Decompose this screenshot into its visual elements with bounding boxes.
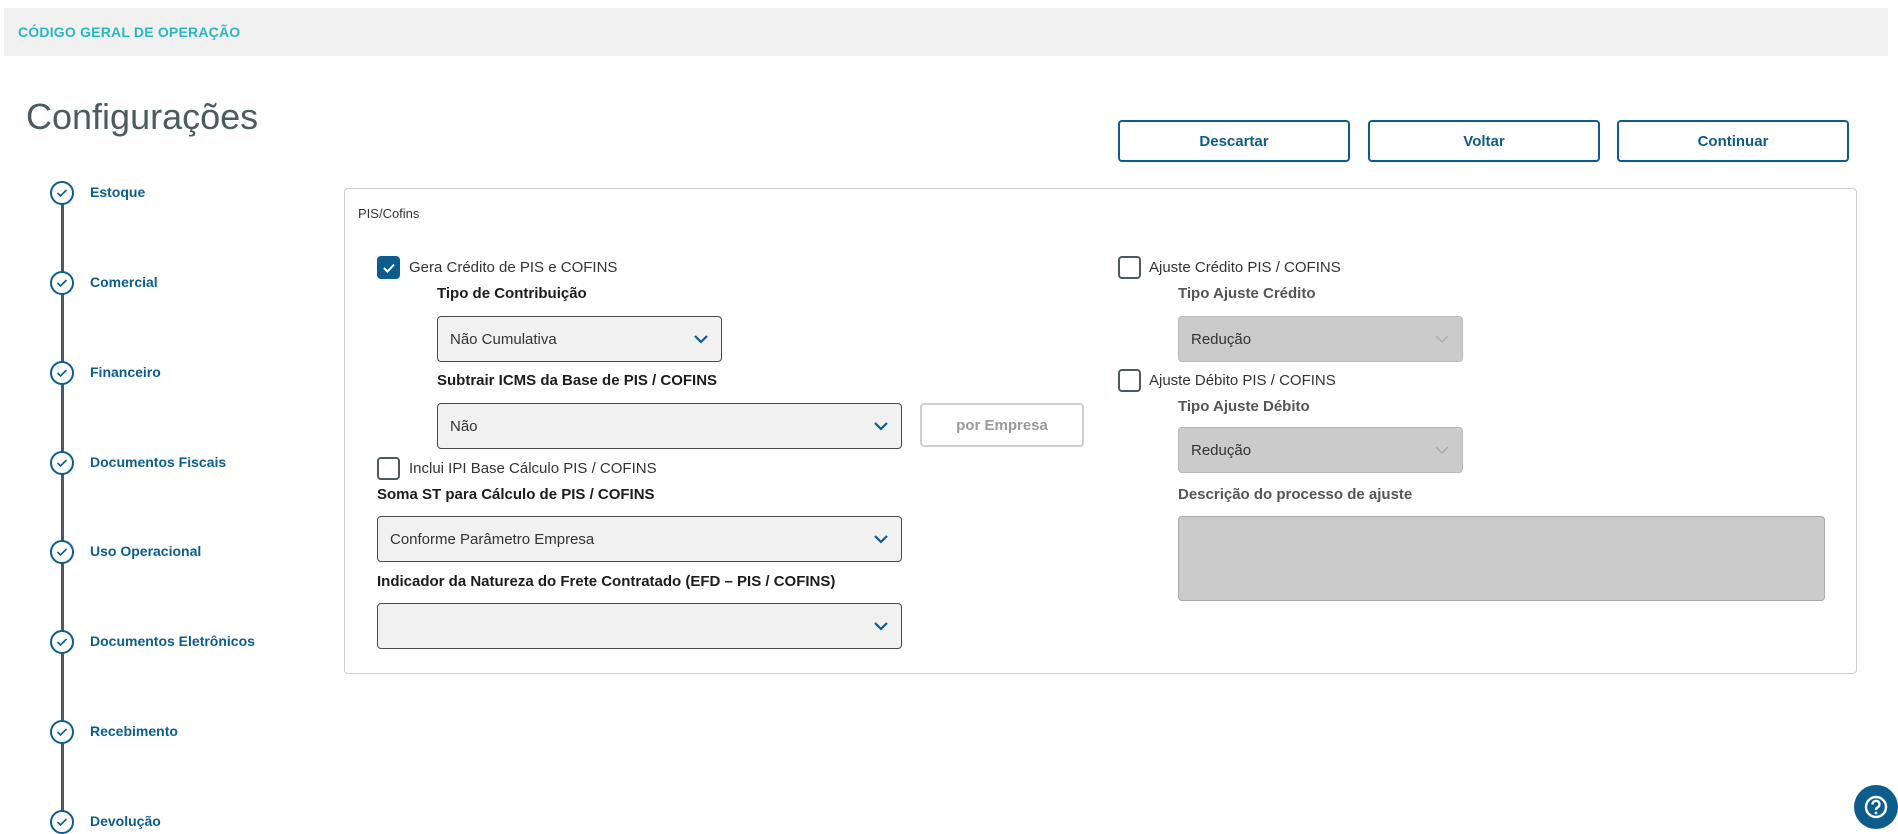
stepper-line: [61, 193, 64, 833]
gera-credito-label: Gera Crédito de PIS e COFINS: [409, 259, 618, 276]
tipo-contribuicao-select[interactable]: Não Cumulativa: [437, 316, 722, 362]
panel-title: PIS/Cofins: [358, 206, 420, 221]
tipo-ajuste-debito-label: Tipo Ajuste Débito: [1178, 398, 1310, 415]
soma-st-select[interactable]: Conforme Parâmetro Empresa: [377, 516, 902, 562]
ajuste-credito-checkbox[interactable]: [1118, 256, 1141, 279]
tipo-contribuicao-value: Não Cumulativa: [450, 330, 557, 348]
question-icon: [1864, 795, 1888, 819]
header-title: CÓDIGO GERAL DE OPERAÇÃO: [18, 24, 241, 40]
check-icon: [382, 263, 395, 273]
top-header: CÓDIGO GERAL DE OPERAÇÃO: [4, 8, 1888, 56]
descricao-textarea[interactable]: [1178, 516, 1825, 601]
ajuste-debito-checkbox[interactable]: [1118, 369, 1141, 392]
tipo-ajuste-credito-label: Tipo Ajuste Crédito: [1178, 285, 1316, 302]
pis-cofins-panel: [344, 188, 1857, 674]
discard-button[interactable]: Descartar: [1118, 120, 1350, 162]
step-check-icon[interactable]: [50, 540, 74, 564]
descricao-label: Descrição do processo de ajuste: [1178, 486, 1413, 503]
indicador-frete-label: Indicador da Natureza do Frete Contratad…: [377, 573, 836, 590]
help-button[interactable]: [1854, 785, 1898, 829]
tipo-ajuste-debito-select[interactable]: Redução: [1178, 427, 1463, 473]
step-check-icon[interactable]: [50, 181, 74, 205]
step-check-icon[interactable]: [50, 810, 74, 834]
step-label[interactable]: Uso Operacional: [90, 543, 202, 559]
chevron-down-icon: [874, 535, 888, 544]
back-button[interactable]: Voltar: [1368, 120, 1600, 162]
step-label[interactable]: Recebimento: [90, 723, 178, 739]
step-check-icon[interactable]: [50, 361, 74, 385]
ajuste-credito-label: Ajuste Crédito PIS / COFINS: [1149, 259, 1341, 276]
chevron-down-icon: [694, 335, 708, 344]
inclui-ipi-label: Inclui IPI Base Cálculo PIS / COFINS: [409, 460, 657, 477]
step-label[interactable]: Financeiro: [90, 364, 161, 380]
step-check-icon[interactable]: [50, 720, 74, 744]
step-check-icon[interactable]: [50, 451, 74, 475]
tipo-contribuicao-label: Tipo de Contribuição: [437, 285, 587, 302]
subtrair-icms-select[interactable]: Não: [437, 403, 902, 449]
page-title: Configurações: [26, 96, 259, 137]
gera-credito-checkbox[interactable]: [377, 256, 400, 279]
soma-st-value: Conforme Parâmetro Empresa: [390, 530, 595, 548]
tipo-ajuste-credito-value: Redução: [1191, 330, 1252, 348]
step-label[interactable]: Documentos Fiscais: [90, 454, 227, 470]
step-check-icon[interactable]: [50, 630, 74, 654]
tipo-ajuste-debito-value: Redução: [1191, 441, 1252, 459]
chevron-down-icon: [1435, 335, 1449, 344]
subtrair-icms-label: Subtrair ICMS da Base de PIS / COFINS: [437, 372, 718, 389]
step-check-icon[interactable]: [50, 271, 74, 295]
continue-button[interactable]: Continuar: [1617, 120, 1849, 162]
ajuste-debito-label: Ajuste Débito PIS / COFINS: [1149, 372, 1336, 389]
step-label[interactable]: Estoque: [90, 184, 146, 200]
indicador-frete-select[interactable]: [377, 603, 902, 649]
step-label[interactable]: Documentos Eletrônicos: [90, 633, 255, 649]
chevron-down-icon: [1435, 446, 1449, 455]
chevron-down-icon: [874, 422, 888, 431]
inclui-ipi-checkbox[interactable]: [377, 457, 400, 480]
step-label[interactable]: Comercial: [90, 274, 158, 290]
por-empresa-button[interactable]: por Empresa: [920, 403, 1084, 447]
subtrair-icms-value: Não: [450, 417, 478, 435]
chevron-down-icon: [874, 622, 888, 631]
tipo-ajuste-credito-select[interactable]: Redução: [1178, 316, 1463, 362]
soma-st-label: Soma ST para Cálculo de PIS / COFINS: [377, 486, 655, 503]
step-label[interactable]: Devolução: [90, 813, 161, 829]
